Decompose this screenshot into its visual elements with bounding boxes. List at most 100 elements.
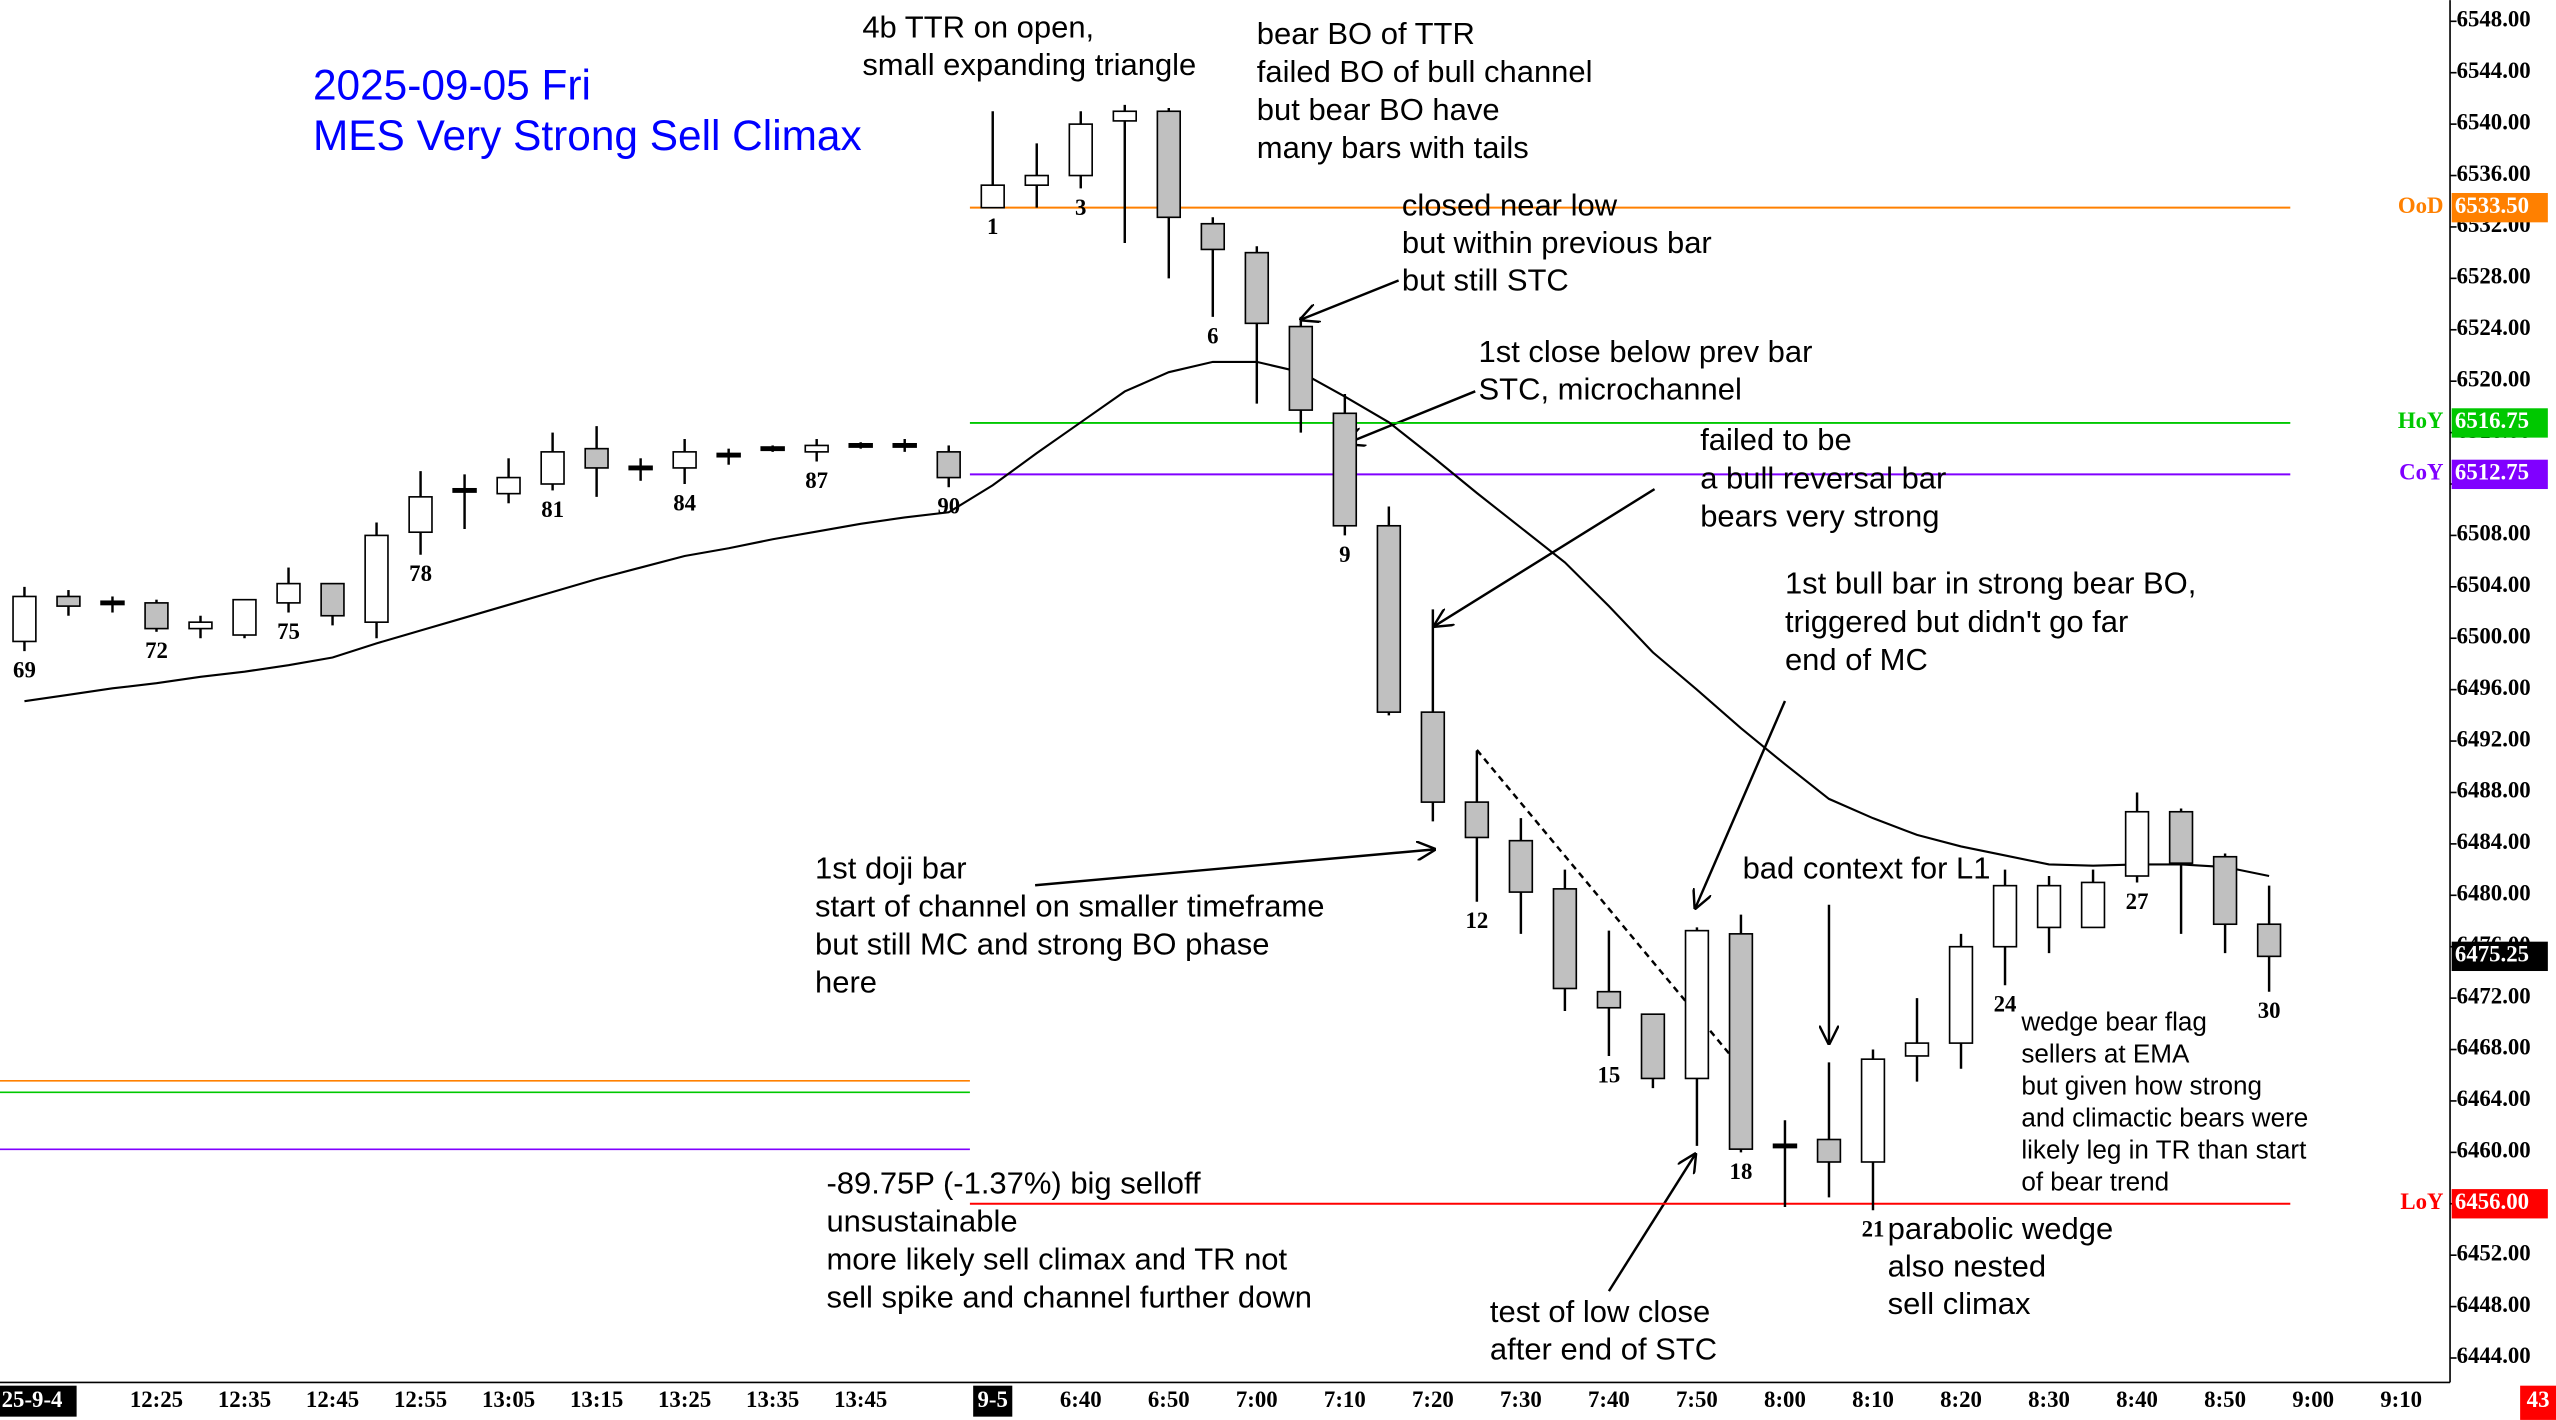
y-tick-label: 6464.00 [2457,1086,2531,1111]
y-tick-label: 6448.00 [2457,1292,2531,1317]
candle-body [12,595,37,643]
candle-body [584,447,609,469]
candle-body [1200,222,1226,251]
candle-body [1728,933,1754,1150]
candle-body [364,534,389,623]
annotation: 1st doji bar [815,851,967,886]
candle-body [1156,110,1182,219]
annotation: bears very strong [1700,499,1939,534]
annotation: after end of STC [1490,1332,1717,1367]
candle-body [232,598,257,636]
level-value: 6516.75 [2455,408,2529,433]
annotation: but within previous bar [1402,225,1712,260]
annotation: wedge bear flag [2020,1007,2207,1037]
x-tick-label: 6:50 [1148,1387,1190,1412]
annotation: STC, microchannel [1479,372,1742,407]
x-tick-label: 8:50 [2204,1387,2246,1412]
y-tick-label: 6484.00 [2457,829,2531,854]
candle-body [760,446,785,452]
candle-body [892,442,917,448]
level-value: 6512.75 [2455,460,2529,485]
y-tick-label: 6528.00 [2457,264,2531,289]
arrows [1035,279,1829,1292]
candle-body [2256,923,2282,958]
annotation: 4b TTR on open, [862,10,1094,45]
candle-body [320,582,345,617]
y-tick-label: 6452.00 [2457,1240,2531,1265]
chart-title: MES Very Strong Sell Climax [313,112,862,159]
x-tick-label: 7:30 [1500,1387,1542,1412]
level-box [2451,459,2548,490]
candle-body [1464,801,1490,839]
candle-body [1376,524,1402,713]
level-box [2451,408,2548,438]
candle-body [100,600,125,606]
level-name: CoY [2399,460,2444,485]
annotation: end of MC [1785,642,1928,677]
x-tick-label: 13:25 [658,1387,711,1412]
x-tick-label: 8:20 [1940,1387,1982,1412]
annotation: a bull reversal bar [1700,460,1946,495]
candle-body [1640,1013,1666,1080]
annotation: start of channel on smaller timeframe [815,889,1324,924]
candle-body [1112,110,1137,122]
annotation: failed BO of bull channel [1257,54,1593,89]
y-tick-label: 6520.00 [2457,366,2531,391]
candle-body [628,465,653,471]
level-name: HoY [2398,408,2444,433]
last-price-box [2451,941,2548,972]
bar-number: 9 [1339,542,1350,567]
arrow [1301,279,1400,319]
candle-body [804,444,829,453]
candle-body [276,582,301,604]
candle-body [1420,711,1446,803]
x-tick-label: 9:00 [2292,1387,2334,1412]
x-tick-label: 13:45 [834,1387,887,1412]
bar-number: 87 [805,468,828,493]
candle-body [540,451,565,485]
x-tick-label: 12:35 [218,1387,271,1412]
candle-body [1024,174,1049,186]
x-tick-label: 7:20 [1412,1387,1454,1412]
y-tick-label: 6492.00 [2457,726,2531,751]
bar-number: 78 [409,561,432,586]
annotation: failed to be [1700,422,1852,457]
candle-body [408,496,433,534]
x-tick-label: 7:00 [1236,1387,1278,1412]
candle-body [1596,990,1622,1009]
level-box [2451,1189,2548,1219]
annotation: unsustainable [826,1203,1017,1238]
bar-number: 90 [937,494,960,519]
level-name: LoY [2400,1189,2444,1214]
annotation: closed near low [1402,187,1618,222]
bar-number: 27 [2126,889,2149,914]
x-tick-label: 7:50 [1676,1387,1718,1412]
annotation: sell climax [1888,1286,2031,1321]
y-tick-label: 6496.00 [2457,675,2531,700]
x-tick-label: 13:15 [570,1387,623,1412]
x-tick-label: 13:05 [482,1387,535,1412]
candle-body [2168,810,2194,864]
x-tick-label: 12:55 [394,1387,447,1412]
candle-body [936,451,961,479]
candle-body [1992,884,2018,948]
y-tick-label: 6472.00 [2457,983,2531,1008]
candle-body [1948,945,1974,1044]
bar-number: 3 [1075,195,1086,220]
candle-body [1068,123,1093,177]
x-tick-label: 12:45 [306,1387,359,1412]
candle-body [980,184,1005,209]
bar-number: 15 [1598,1062,1621,1087]
y-tick-label: 6444.00 [2457,1343,2531,1368]
last-price-label: 6475.25 [2455,942,2529,967]
candle-body [1904,1042,1930,1057]
bar-number: 21 [1862,1217,1885,1242]
bar-number: 81 [541,497,564,522]
candle-body [2212,855,2238,926]
x-tick-label: 13:35 [746,1387,799,1412]
y-tick-label: 6504.00 [2457,572,2531,597]
annotation: small expanding triangle [862,47,1196,82]
annotation: likely leg in TR than start [2021,1134,2307,1164]
